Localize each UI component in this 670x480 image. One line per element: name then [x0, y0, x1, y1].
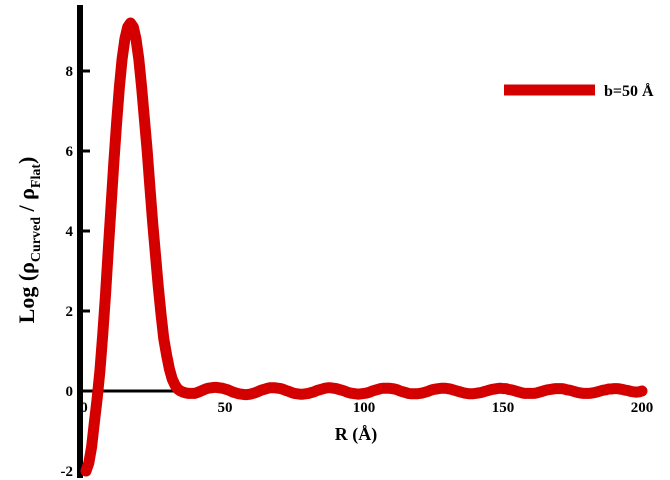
x-tick-label: 0	[80, 400, 88, 416]
y-tick-label: 8	[66, 64, 74, 80]
y-tick-label: 0	[66, 384, 74, 400]
x-tick-label: 50	[218, 400, 233, 416]
y-ticks: -2 0 2 4 6 8	[61, 64, 90, 480]
legend: b=50 Å	[504, 82, 654, 100]
y-tick-label: 4	[66, 224, 74, 240]
x-tick-label: 200	[631, 400, 654, 416]
series-line-b50	[80, 17, 648, 477]
y-tick-label: 2	[66, 304, 74, 320]
y-tick-label: 6	[66, 144, 74, 160]
y-axis-title-sub2: Flat	[29, 164, 44, 188]
y-axis-title-prefix: Log (ρ	[14, 262, 39, 323]
x-tick-label: 100	[353, 400, 376, 416]
y-tick-label: -2	[61, 464, 74, 480]
y-axis-title-mid: / ρ	[14, 188, 39, 217]
x-axis-title: R (Å)	[335, 424, 378, 445]
y-axis-title-suffix: )	[14, 157, 39, 164]
legend-label: b=50 Å	[604, 82, 654, 100]
x-tick-label: 150	[492, 400, 515, 416]
x-ticks: 0 50 100 150 200	[80, 400, 653, 416]
y-axis-title-sub1: Curved	[29, 217, 44, 262]
y-axis-title: Log (ρCurved / ρFlat)	[14, 157, 44, 324]
